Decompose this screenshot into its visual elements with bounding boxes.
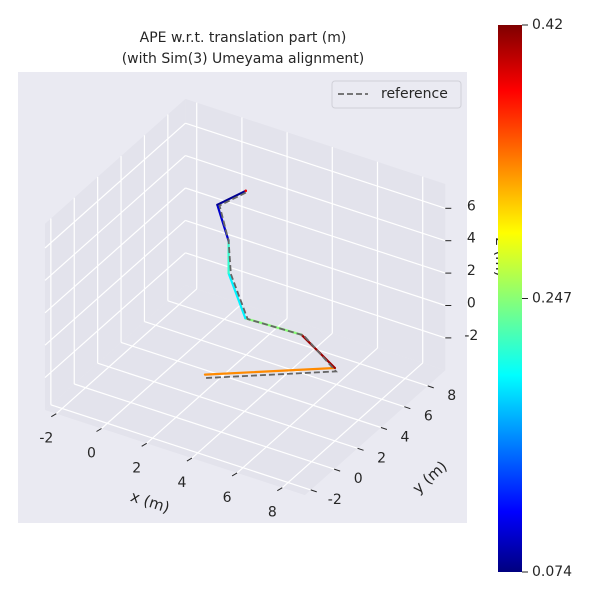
tick-mark bbox=[141, 442, 147, 447]
grid-line bbox=[191, 332, 333, 459]
chart-subtitle: (with Sim(3) Umeyama alignment) bbox=[122, 51, 365, 67]
trajectory-point bbox=[244, 189, 248, 193]
x-tick-label: 0 bbox=[87, 446, 96, 462]
grid-line bbox=[185, 187, 446, 274]
tick-mark bbox=[96, 428, 102, 432]
grid-line bbox=[101, 303, 243, 429]
legend-label: reference bbox=[381, 86, 448, 102]
z-tick-label: 0 bbox=[467, 296, 476, 312]
y-tick-label: 2 bbox=[377, 450, 386, 466]
grid-line bbox=[74, 383, 335, 470]
tick-mark bbox=[404, 406, 411, 410]
grid-line bbox=[55, 288, 198, 415]
trajectory-segment bbox=[203, 366, 337, 376]
colorbar-tick-label: 0.42 bbox=[532, 17, 563, 33]
tick-mark bbox=[186, 457, 193, 462]
chart-title: APE w.r.t. translation part (m) bbox=[140, 30, 347, 46]
z-tick-label: 2 bbox=[467, 263, 476, 279]
tick-mark bbox=[310, 489, 317, 493]
grid-line bbox=[44, 122, 186, 249]
x-tick-label: 6 bbox=[223, 490, 232, 506]
grid-line bbox=[44, 155, 186, 281]
grid-line bbox=[236, 347, 378, 474]
x-tick-label: -2 bbox=[39, 431, 53, 447]
z-tick-label: -2 bbox=[464, 328, 478, 344]
grid-line bbox=[120, 341, 382, 429]
grid-line bbox=[167, 300, 428, 387]
z-tick-label: 4 bbox=[467, 231, 476, 247]
y-tick-label: 8 bbox=[447, 388, 456, 404]
tick-mark bbox=[380, 427, 388, 430]
grid-line bbox=[144, 321, 405, 408]
reference-line bbox=[205, 190, 338, 379]
x-tick-label: 8 bbox=[268, 505, 277, 521]
colorbar-ticks: 0.074 0.247 0.42 bbox=[522, 17, 572, 580]
grid-line bbox=[44, 219, 186, 346]
y-tick-label: 4 bbox=[400, 430, 409, 446]
x-tick-label: 4 bbox=[177, 475, 186, 491]
tick-mark bbox=[427, 385, 434, 389]
colorbar bbox=[498, 25, 522, 572]
pane-floor bbox=[45, 285, 446, 496]
tick-mark bbox=[231, 472, 238, 477]
z-tick-label: 6 bbox=[467, 198, 476, 214]
grid-line bbox=[146, 318, 288, 444]
grid-line bbox=[281, 362, 424, 489]
grid-line bbox=[44, 252, 186, 379]
x-tick-label: 2 bbox=[132, 460, 141, 476]
grid-line bbox=[44, 187, 186, 314]
colorbar-tick-label: 0.074 bbox=[532, 564, 572, 580]
colorbar-tick-label: 0.247 bbox=[532, 291, 572, 307]
grid-line bbox=[97, 362, 358, 449]
grid-line bbox=[50, 404, 311, 491]
grid-line bbox=[185, 122, 446, 209]
pane-back bbox=[185, 98, 446, 371]
trajectory-segment bbox=[216, 189, 247, 206]
y-tick-label: -2 bbox=[328, 492, 342, 508]
tick-mark bbox=[51, 413, 57, 418]
tick-mark bbox=[357, 447, 364, 451]
panes bbox=[44, 98, 452, 496]
trajectory-segment bbox=[227, 272, 247, 320]
tick-mark bbox=[333, 468, 341, 472]
legend: reference bbox=[331, 80, 462, 109]
grid-line bbox=[185, 155, 446, 242]
y-tick-label: 6 bbox=[424, 409, 433, 425]
tick-mark bbox=[277, 487, 283, 492]
grid-line bbox=[185, 219, 446, 307]
pane-left bbox=[45, 98, 186, 411]
legend-box bbox=[331, 80, 462, 109]
y-tick-label: 0 bbox=[354, 471, 363, 487]
